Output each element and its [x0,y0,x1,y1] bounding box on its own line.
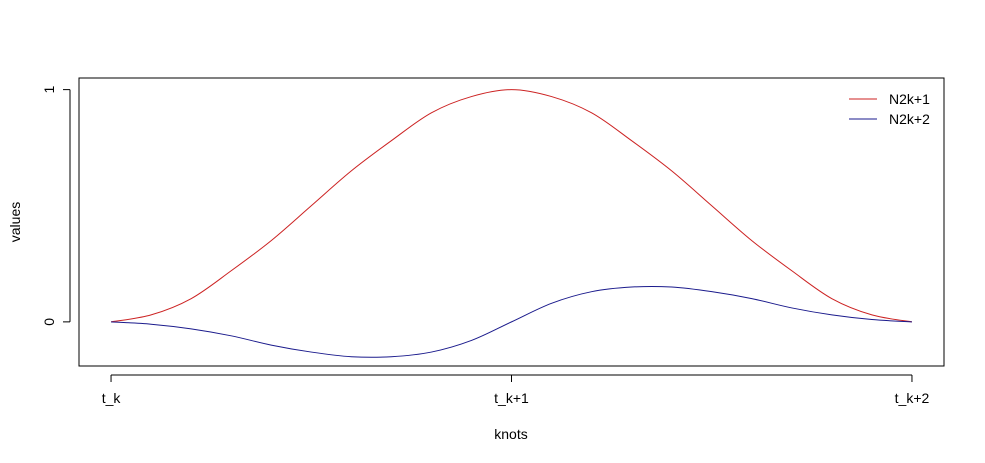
y-tick-label: 0 [41,318,57,326]
series-line-2 [111,285,912,358]
legend: N2k+1 N2k+2 [849,91,930,127]
x-ticks: t_k t_k+1 t_k+2 [102,375,930,406]
x-axis-title: knots [494,426,527,442]
plot-frame [78,77,945,367]
y-axis-title: values [7,202,23,242]
x-tick-label: t_k+2 [895,390,930,406]
y-tick-label: 1 [41,86,57,94]
y-axis: 01 [41,86,71,326]
legend-label: N2k+1 [889,91,930,107]
series-layer [110,89,913,358]
x-tick-label: t_k+1 [494,390,529,406]
series-line-1 [110,89,913,323]
legend-label: N2k+2 [889,111,930,127]
x-axis: t_k t_k+1 t_k+2 [102,374,930,406]
y-ticks: 01 [41,86,70,326]
x-tick-label: t_k [102,390,122,406]
